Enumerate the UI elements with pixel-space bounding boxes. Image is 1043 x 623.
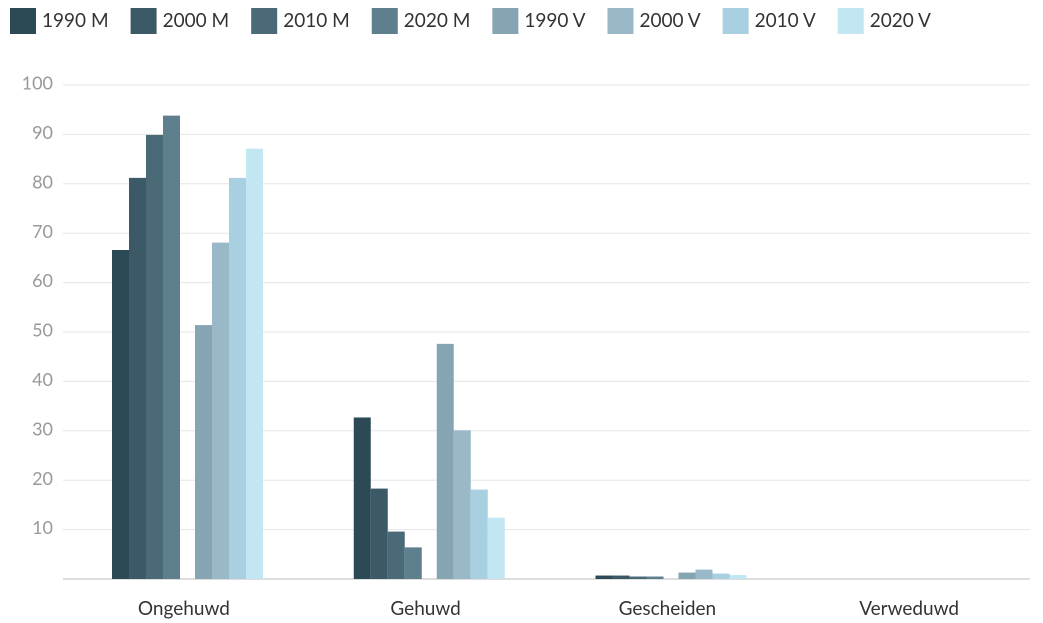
legend-label: 2000 M	[163, 9, 230, 32]
legend-swatch	[130, 8, 157, 34]
bar	[712, 573, 730, 579]
bar	[112, 249, 129, 579]
bar	[212, 242, 229, 579]
legend-label: 2020 V	[870, 9, 931, 32]
y-tick-label: 50	[32, 319, 53, 341]
legend-label: 2010 V	[755, 9, 816, 32]
y-tick-label: 30	[32, 417, 53, 439]
bar	[404, 547, 422, 579]
legend-swatch	[837, 8, 864, 34]
bar	[487, 517, 505, 579]
legend-label: 1990 M	[42, 9, 109, 32]
bar	[612, 575, 630, 579]
y-tick-label: 70	[32, 220, 53, 242]
bar	[595, 575, 613, 579]
y-tick-label: 90	[32, 121, 53, 143]
legend-swatch	[722, 8, 749, 34]
bar	[629, 576, 647, 579]
bar	[436, 343, 454, 579]
legend-label: 2010 M	[283, 9, 350, 32]
bar	[163, 115, 180, 580]
legend-label: 1990 V	[524, 9, 585, 32]
bar	[678, 572, 696, 579]
x-tick-label: Ongehuwd	[138, 597, 230, 620]
y-tick-label: 40	[32, 368, 53, 390]
bar	[387, 531, 405, 579]
y-tick-label: 10	[32, 516, 53, 538]
bar	[370, 488, 388, 579]
bar	[470, 489, 488, 579]
legend-swatch	[251, 8, 278, 34]
x-tick-label: Gescheiden	[619, 597, 717, 620]
x-tick-label: Gehuwd	[390, 597, 460, 620]
legend-swatch	[492, 8, 519, 34]
y-tick-label: 20	[32, 467, 53, 489]
bar	[453, 430, 471, 579]
bar	[229, 177, 246, 579]
bar	[646, 576, 664, 579]
legend-label: 2000 V	[640, 9, 701, 32]
bar	[695, 569, 713, 579]
y-tick-label: 80	[32, 170, 53, 192]
legend-swatch	[10, 8, 36, 34]
legend-label: 2020 M	[404, 9, 471, 32]
bar	[146, 134, 163, 580]
bar	[729, 575, 747, 579]
y-tick-label: 100	[22, 72, 53, 94]
bar	[246, 148, 263, 579]
x-tick-label: Verweduwd	[859, 597, 959, 620]
bar	[353, 417, 371, 579]
bar	[129, 177, 146, 579]
y-tick-label: 60	[32, 269, 53, 291]
bar	[195, 325, 212, 579]
legend-swatch	[607, 8, 634, 34]
legend-swatch	[371, 8, 398, 34]
